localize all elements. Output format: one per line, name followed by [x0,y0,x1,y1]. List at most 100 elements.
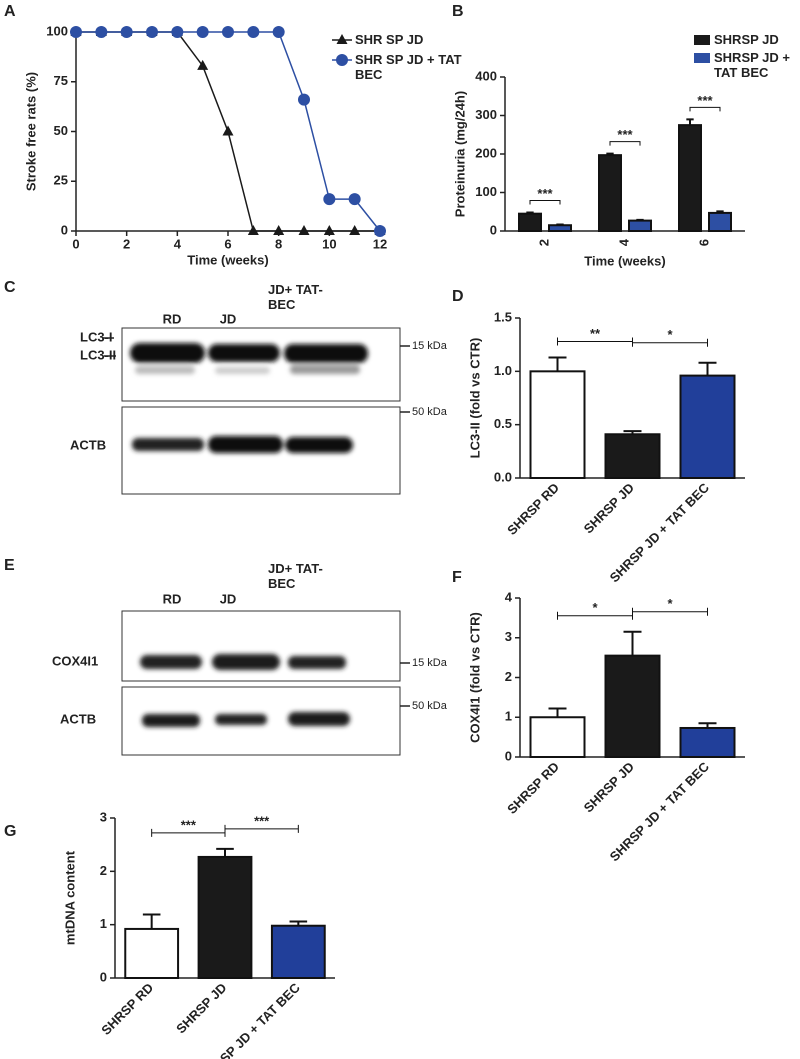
significance-bracket [529,200,561,205]
marker-label: 15 kDa [412,657,448,669]
error-bar [556,223,564,226]
marker [323,225,335,235]
marker [323,193,336,206]
marker [222,125,234,136]
bar [529,716,586,758]
y-axis-label: LC3-II (fold vs CTR) [467,338,482,459]
x-tick-label: 4 [174,236,182,251]
error-bar [606,152,614,156]
legend-label: SHRSP JD + TAT BEC [714,50,790,80]
legend-label: SHR SP JD + TAT BEC [355,52,462,82]
lane-label: RD [163,311,182,326]
y-tick-label: 100 [46,23,68,38]
legend-marker [336,34,348,44]
marker [197,59,209,70]
error-bar [142,913,161,929]
y-tick-label: 50 [54,123,68,138]
significance-label: *** [181,817,197,832]
panel-letter: E [4,557,15,574]
error-bar [636,218,644,221]
x-tick-label: 8 [275,236,282,251]
lane-label: JD [220,311,237,326]
marker-label: 50 kDa [412,700,448,712]
error-bar [698,722,717,728]
y-axis-label: COX4I1 (fold vs CTR) [467,612,482,743]
bar [679,726,736,758]
legend-label: SHRSP JD [714,32,779,47]
y-tick-label: 0 [505,748,512,763]
legend-label-box: SHR SP JD + TAT BEC [355,52,462,82]
y-tick-label: 300 [475,107,497,122]
significance-bracket [224,824,299,833]
x-tick-label: 6 [224,236,231,251]
marker [196,26,209,38]
x-tick-label: SHRSP RD [504,480,562,538]
error-bar [216,847,234,857]
y-tick-label: 75 [54,73,68,88]
y-tick-label: 4 [505,589,513,604]
y-tick-label: 1.0 [494,363,512,378]
significance-label: * [667,327,673,342]
x-tick-label: SHRSP JD [581,759,637,815]
y-tick-label: 1 [100,916,107,931]
bar [598,154,622,232]
panel-letter: D [452,288,464,305]
marker [348,193,361,206]
significance-label: * [592,600,598,615]
significance-label: *** [254,813,270,828]
marker [146,26,158,38]
panel-letter: C [4,279,16,296]
y-axis-label: Stroke free rats (%) [23,72,38,191]
y-tick-label: 400 [475,68,497,83]
y-tick-label: 100 [475,184,497,199]
panel-letter: B [452,3,464,20]
y-tick-label: 1 [505,709,512,724]
significance-bracket [609,141,641,146]
bar [270,924,326,980]
lane-label: JD+ TAT-BEC [268,561,323,591]
band-label: ACTB [60,711,96,726]
y-tick-label: 3 [505,629,512,644]
x-tick-label: 4 [616,238,631,246]
error-bar [548,356,567,372]
marker [272,26,285,38]
bar [678,124,702,232]
band-label: COX4I1 [52,653,98,668]
y-tick-label: 3 [100,809,107,824]
error-bar [548,707,567,718]
band-label: LC3-I [80,329,113,344]
x-tick-label: SHRSP RD [98,980,156,1038]
y-tick-label: 1.5 [494,309,512,324]
lane-label: JD [220,591,237,606]
x-tick-label: 10 [322,236,336,251]
marker-label: 15 kDa [412,340,448,352]
error-bar [698,361,717,376]
x-tick-label: 0 [72,236,79,251]
significance-label: ** [590,326,601,341]
x-tick-label: 2 [536,239,551,246]
error-bar [686,118,694,126]
marker [298,225,310,235]
legend-label-box: SHR SP JD [355,32,423,47]
marker [273,225,285,235]
lane-label-box: JD+ TAT-BEC [268,282,323,312]
y-tick-label: 25 [54,173,68,188]
significance-bracket [632,607,708,616]
legend-label-box: SHRSP JD + TAT BEC [714,50,790,80]
significance-label: *** [537,186,553,201]
bar [708,211,732,232]
band-label: LC3-II [80,347,116,362]
y-tick-label: 0 [61,222,68,237]
blot-frame [121,610,401,682]
lane-label-box: JD+ TAT-BEC [268,561,323,591]
y-tick-label: 2 [100,863,107,878]
x-tick-label: SHRSP RD [504,759,562,817]
marker [120,26,133,38]
x-tick-label: 6 [696,239,711,246]
x-axis-label: Time (weeks) [584,253,665,268]
bar [518,212,542,233]
panel-letter: A [4,3,16,20]
error-bar [526,211,534,214]
bar [529,370,586,480]
